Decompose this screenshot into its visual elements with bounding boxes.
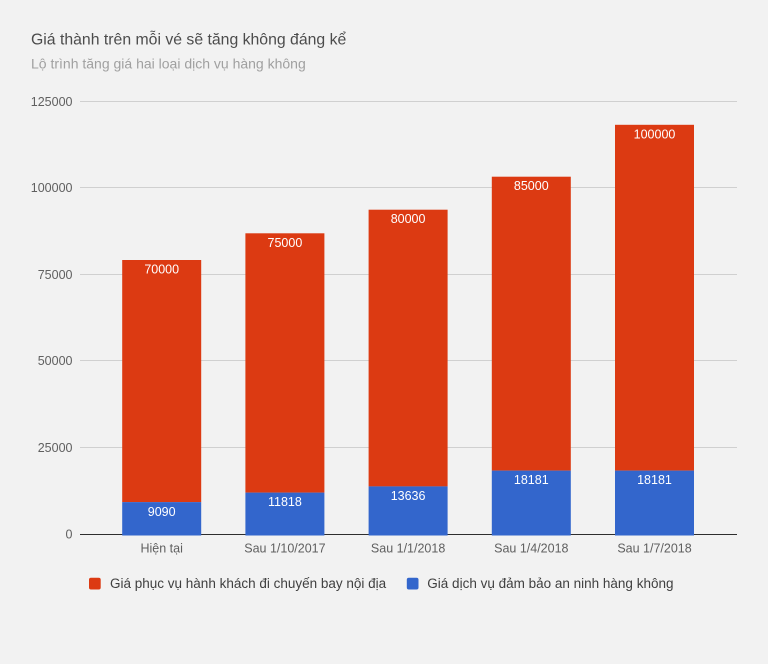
svg-text:Giá thành trên mỗi vé sẽ tăng: Giá thành trên mỗi vé sẽ tăng không đáng…: [31, 30, 346, 49]
svg-text:Giá dịch vụ đảm bảo an ninh hà: Giá dịch vụ đảm bảo an ninh hàng không: [427, 576, 673, 591]
svg-text:Sau 1/7/2018: Sau 1/7/2018: [617, 542, 691, 556]
svg-text:11818: 11818: [268, 495, 302, 509]
svg-text:100000: 100000: [31, 181, 73, 195]
svg-text:0: 0: [66, 527, 73, 541]
svg-text:Giá phục vụ hành khách đi chuy: Giá phục vụ hành khách đi chuyến bay nội…: [110, 576, 387, 591]
svg-text:100000: 100000: [634, 127, 676, 141]
svg-text:25000: 25000: [38, 441, 73, 455]
svg-text:80000: 80000: [391, 212, 426, 226]
svg-text:125000: 125000: [31, 95, 73, 109]
svg-text:85000: 85000: [514, 179, 549, 193]
svg-text:Sau 1/10/2017: Sau 1/10/2017: [244, 542, 325, 556]
svg-text:13636: 13636: [391, 489, 426, 503]
svg-text:Lộ trình tăng giá hai loại dịc: Lộ trình tăng giá hai loại dịch vụ hàng …: [31, 56, 306, 72]
svg-text:50000: 50000: [38, 354, 73, 368]
svg-text:18181: 18181: [514, 473, 549, 487]
svg-text:Hiện tại: Hiện tại: [141, 542, 183, 556]
svg-text:70000: 70000: [144, 263, 179, 277]
svg-text:18181: 18181: [637, 473, 672, 487]
svg-text:75000: 75000: [38, 268, 73, 282]
svg-text:Sau 1/1/2018: Sau 1/1/2018: [371, 542, 445, 556]
svg-text:Sau 1/4/2018: Sau 1/4/2018: [494, 542, 568, 556]
svg-text:9090: 9090: [148, 505, 176, 519]
svg-text:75000: 75000: [268, 236, 303, 250]
